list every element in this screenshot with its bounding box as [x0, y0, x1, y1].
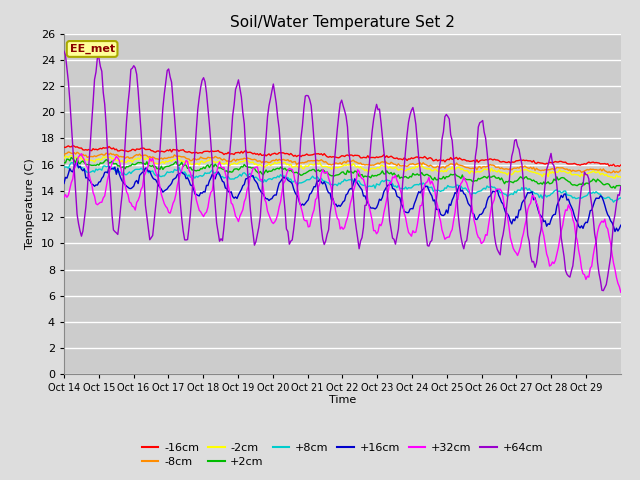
- X-axis label: Time: Time: [329, 395, 356, 405]
- Legend: -16cm, -8cm, -2cm, +2cm, +8cm, +16cm, +32cm, +64cm: -16cm, -8cm, -2cm, +2cm, +8cm, +16cm, +3…: [138, 439, 547, 471]
- Y-axis label: Temperature (C): Temperature (C): [25, 158, 35, 250]
- Title: Soil/Water Temperature Set 2: Soil/Water Temperature Set 2: [230, 15, 455, 30]
- Text: EE_met: EE_met: [70, 44, 115, 54]
